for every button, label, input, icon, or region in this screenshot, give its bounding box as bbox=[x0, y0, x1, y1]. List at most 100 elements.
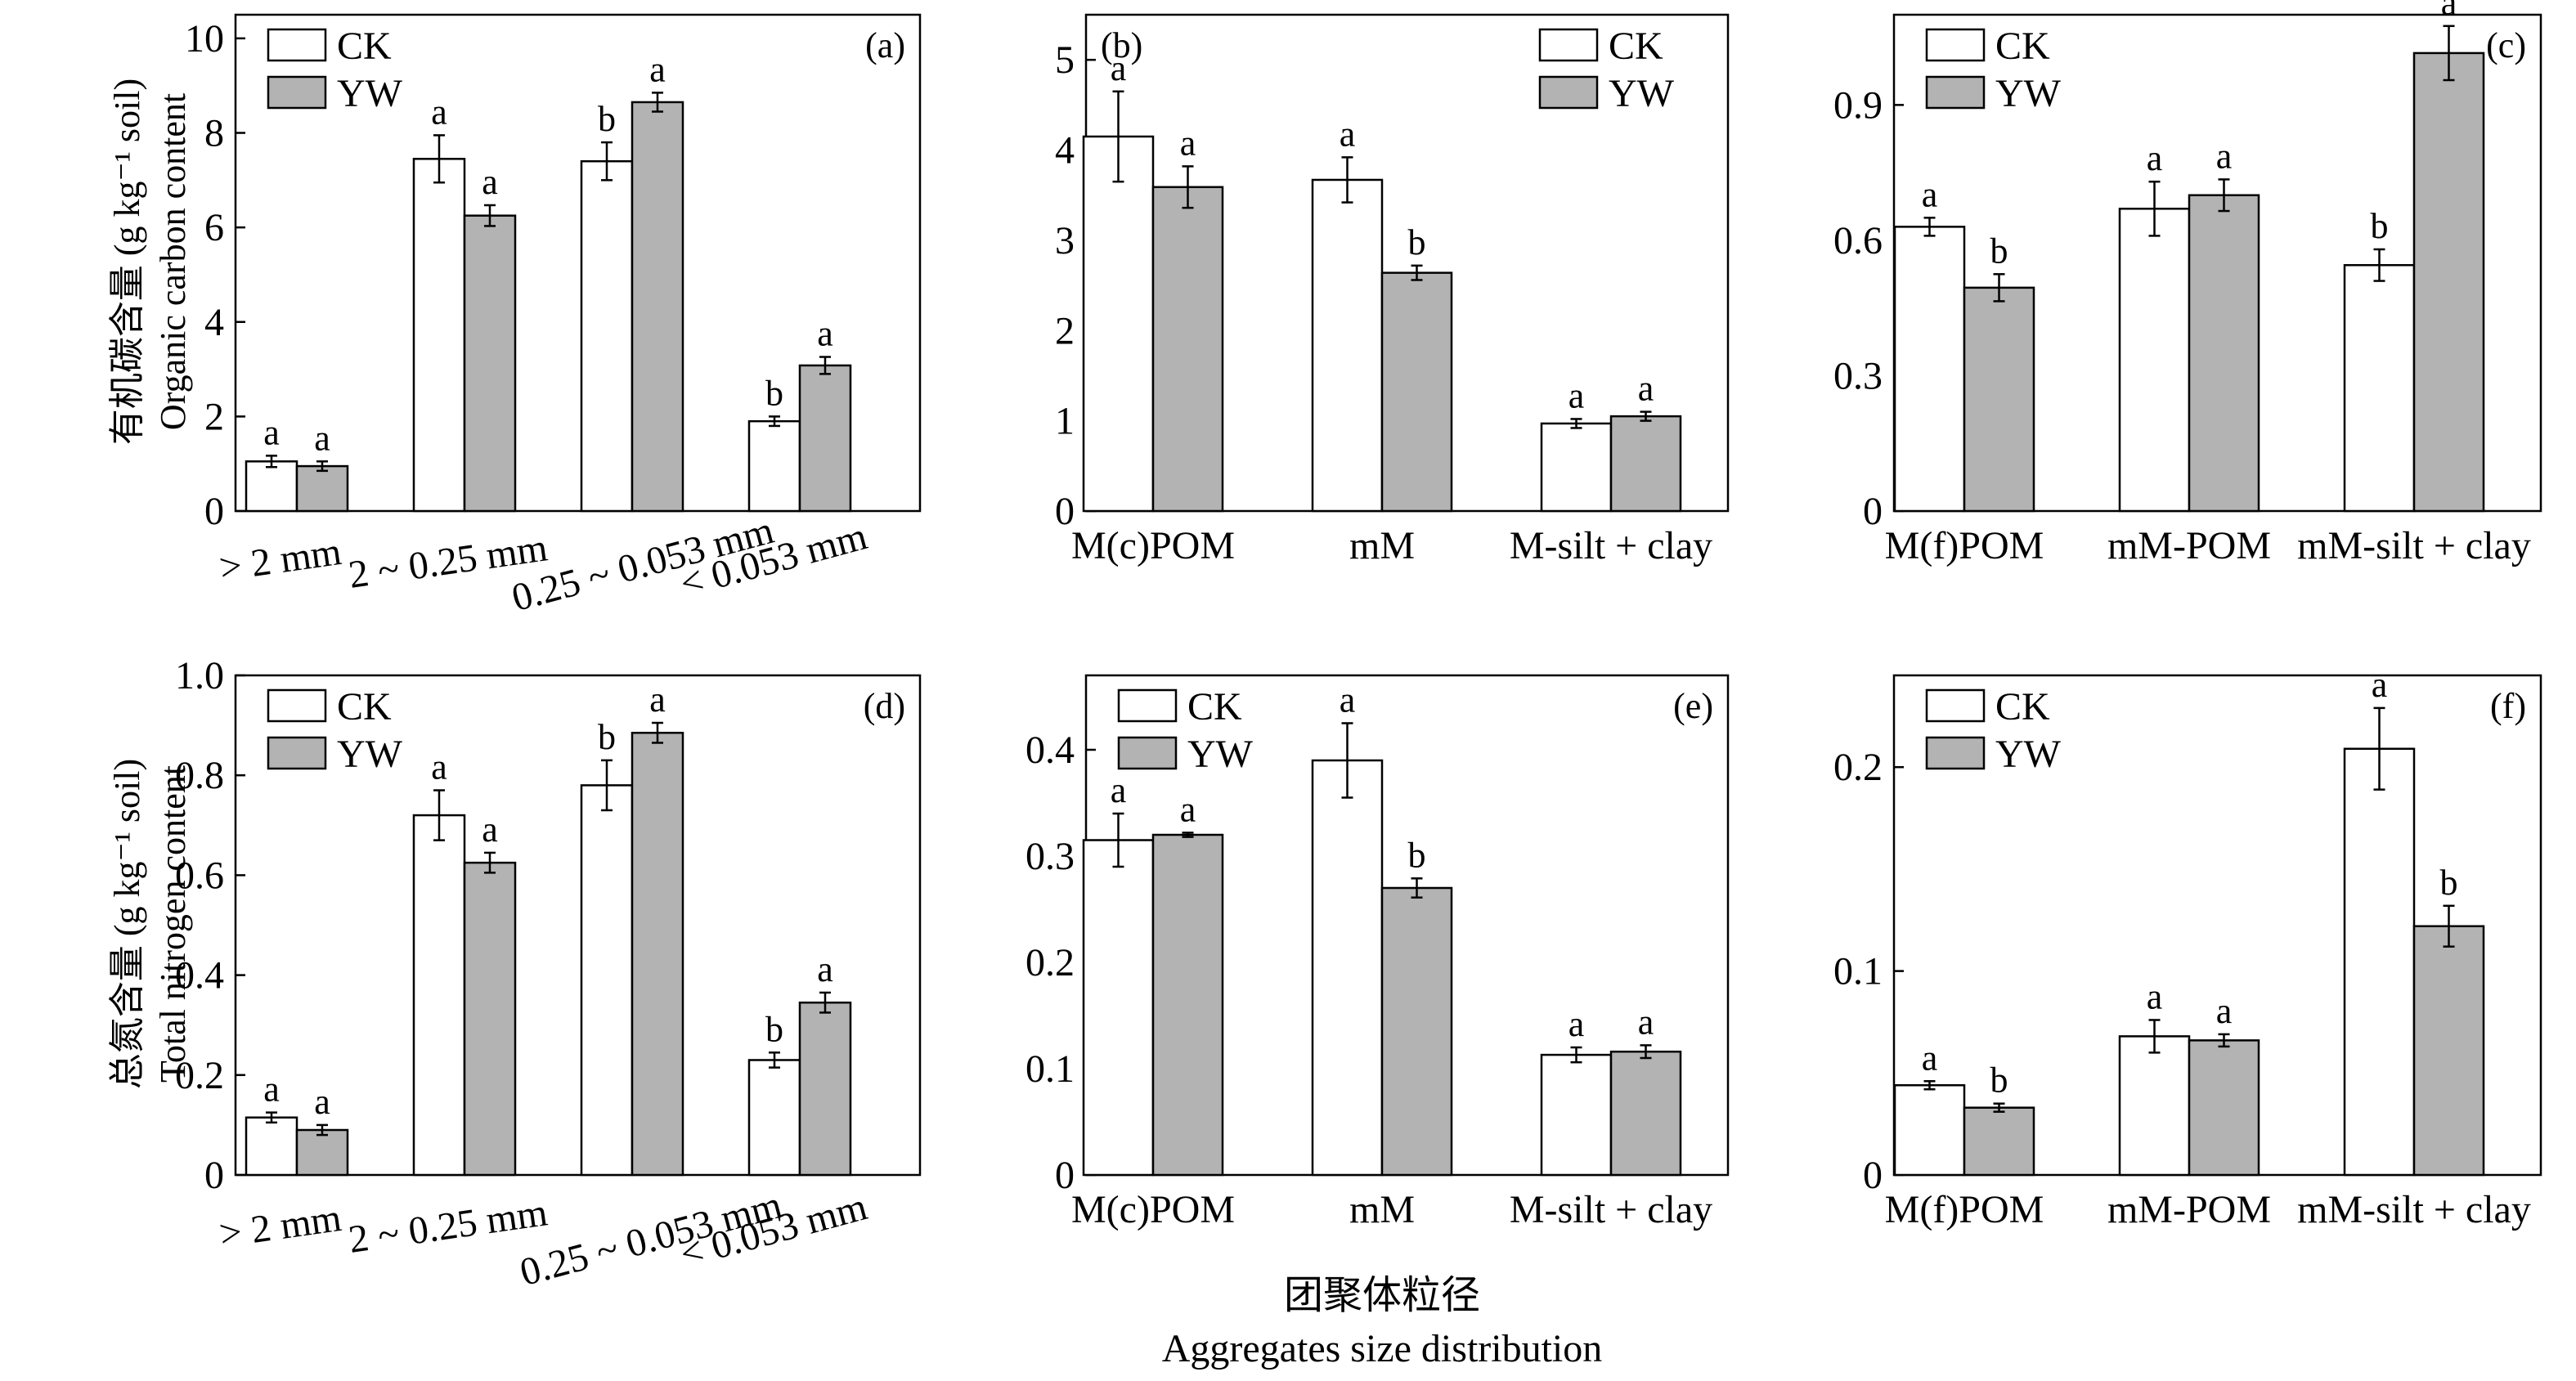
y-tick-label: 0.4 bbox=[175, 954, 224, 998]
y-tick-label: 0.4 bbox=[1025, 729, 1075, 772]
bar-ck bbox=[2343, 264, 2416, 513]
significance-letter: a bbox=[1340, 680, 1356, 720]
x-tick-label: mM-silt + clay bbox=[2297, 524, 2531, 567]
y-tick-label: 0 bbox=[1055, 490, 1075, 533]
y-tick-label: 10 bbox=[185, 17, 224, 61]
y-tick-label: 0 bbox=[204, 1154, 224, 1197]
significance-letter: a bbox=[2441, 0, 2457, 23]
significance-letter: b bbox=[1990, 1060, 2008, 1101]
bar-yw bbox=[2412, 52, 2485, 513]
significance-letter: a bbox=[263, 412, 280, 452]
bar-yw bbox=[2188, 194, 2260, 513]
significance-letter: a bbox=[431, 747, 447, 787]
y-tick-label: 5 bbox=[1055, 38, 1075, 82]
significance-letter: a bbox=[2216, 991, 2233, 1031]
x-tick-label: M-silt + clay bbox=[1510, 524, 1712, 567]
y-tick-label: 0.2 bbox=[1025, 941, 1075, 984]
significance-letter: a bbox=[649, 679, 666, 720]
significance-letter: a bbox=[817, 949, 833, 989]
significance-letter: b bbox=[598, 717, 616, 757]
panel-label: (a) bbox=[865, 25, 905, 65]
row2-ylabel-cn: 总氮含量 bbox=[107, 945, 147, 1089]
legend-swatch-ck bbox=[1117, 688, 1178, 723]
x-tick-label: > 2 mm bbox=[217, 530, 344, 590]
legend-swatch-ck bbox=[1538, 28, 1599, 62]
bar-yw bbox=[295, 464, 349, 513]
y-tick-label: 0.3 bbox=[1833, 354, 1883, 397]
x-tick-label: M(c)POM bbox=[1071, 524, 1235, 567]
bar-ck bbox=[2118, 208, 2191, 513]
y-tick-label: 0 bbox=[1863, 1154, 1883, 1197]
row1-ylabel-en: Organic carbon content bbox=[153, 93, 193, 430]
panel-c: 0 0.3 0.6 0.9 a b M(f)POM a a mM-POM b a mM-silt + c… bbox=[1833, 0, 2542, 567]
y-tick-label: 3 bbox=[1055, 219, 1075, 262]
bar-ck bbox=[245, 460, 298, 513]
bar-ck bbox=[1540, 1053, 1613, 1177]
y-tick-label: 0 bbox=[1863, 490, 1883, 533]
legend-label-yw: YW bbox=[337, 72, 403, 115]
bar-ck bbox=[747, 419, 801, 513]
row1-ylabel-text: 有机碳含量 (g kg⁻¹ soil) bbox=[107, 78, 147, 445]
y-tick-label: 0 bbox=[1055, 1154, 1075, 1197]
significance-letter: a bbox=[1180, 123, 1196, 163]
significance-letter: a bbox=[314, 418, 330, 458]
y-tick-label: 0 bbox=[204, 490, 224, 533]
significance-letter: a bbox=[263, 1069, 280, 1110]
significance-letter: a bbox=[2372, 665, 2388, 705]
bar-yw bbox=[463, 214, 517, 513]
bar-yw bbox=[798, 364, 852, 513]
legend-label-ck: CK bbox=[1995, 685, 2050, 729]
legend-label-ck: CK bbox=[1187, 685, 1242, 729]
y-tick-label: 0.6 bbox=[175, 854, 224, 897]
x-tick-label: M(f)POM bbox=[1885, 524, 2044, 567]
bar-yw bbox=[631, 732, 684, 1177]
bar-yw bbox=[1963, 1106, 2035, 1177]
x-title-cn: 团聚体粒径 bbox=[1284, 1274, 1480, 1317]
significance-letter: a bbox=[482, 809, 498, 850]
significance-letter: b bbox=[598, 99, 616, 139]
legend-label-yw: YW bbox=[1187, 733, 1254, 776]
bar-ck bbox=[1311, 759, 1384, 1177]
legend-label-ck: CK bbox=[337, 685, 392, 729]
x-tick-label: M(c)POM bbox=[1071, 1188, 1235, 1231]
significance-letter: a bbox=[1111, 770, 1127, 810]
panel-label: (e) bbox=[1673, 686, 1713, 726]
significance-letter: a bbox=[2147, 138, 2163, 178]
bar-ck bbox=[1082, 839, 1155, 1177]
legend-label-ck: CK bbox=[337, 25, 392, 68]
bar-ck bbox=[1893, 1084, 1966, 1177]
panel-label: (f) bbox=[2490, 686, 2526, 726]
legend-label-ck: CK bbox=[1995, 25, 2050, 68]
legend-label-yw: YW bbox=[1995, 72, 2062, 115]
significance-letter: a bbox=[1568, 375, 1585, 415]
significance-letter: a bbox=[1111, 48, 1127, 88]
y-tick-label: 1 bbox=[1055, 400, 1075, 443]
significance-letter: a bbox=[649, 49, 666, 89]
row2-ylabel-en: Total nitrogen content bbox=[153, 765, 193, 1083]
bar-ck bbox=[1082, 135, 1155, 513]
significance-letter: a bbox=[1922, 174, 1938, 214]
row2-ylabel-text: 总氮含量 (g kg⁻¹ soil) bbox=[107, 759, 147, 1089]
legend-swatch-ck bbox=[1925, 688, 1986, 723]
bar-yw bbox=[295, 1128, 349, 1177]
significance-letter: b bbox=[765, 373, 783, 413]
y-tick-label: 0.3 bbox=[1025, 835, 1075, 878]
significance-letter: b bbox=[765, 1009, 783, 1049]
significance-letter: a bbox=[1922, 1038, 1938, 1078]
legend-swatch-ck bbox=[267, 688, 327, 723]
legend-swatch-ck bbox=[267, 28, 327, 62]
significance-letter: a bbox=[482, 162, 498, 202]
plot-frame bbox=[234, 674, 922, 1177]
y-tick-label: 0.6 bbox=[1833, 219, 1883, 262]
y-tick-label: 6 bbox=[204, 206, 224, 249]
row2-ylabel: 总氮含量 (g kg⁻¹ soil) Total nitrogen conten… bbox=[107, 759, 193, 1089]
row1-ylabel: 有机碳含量 (g kg⁻¹ soil) Organic carbon conte… bbox=[107, 78, 193, 445]
y-tick-label: 0.9 bbox=[1833, 83, 1883, 127]
bar-yw bbox=[1380, 271, 1453, 513]
significance-letter: a bbox=[314, 1082, 330, 1122]
bar-ck bbox=[2343, 747, 2416, 1177]
significance-letter: b bbox=[2440, 863, 2458, 903]
